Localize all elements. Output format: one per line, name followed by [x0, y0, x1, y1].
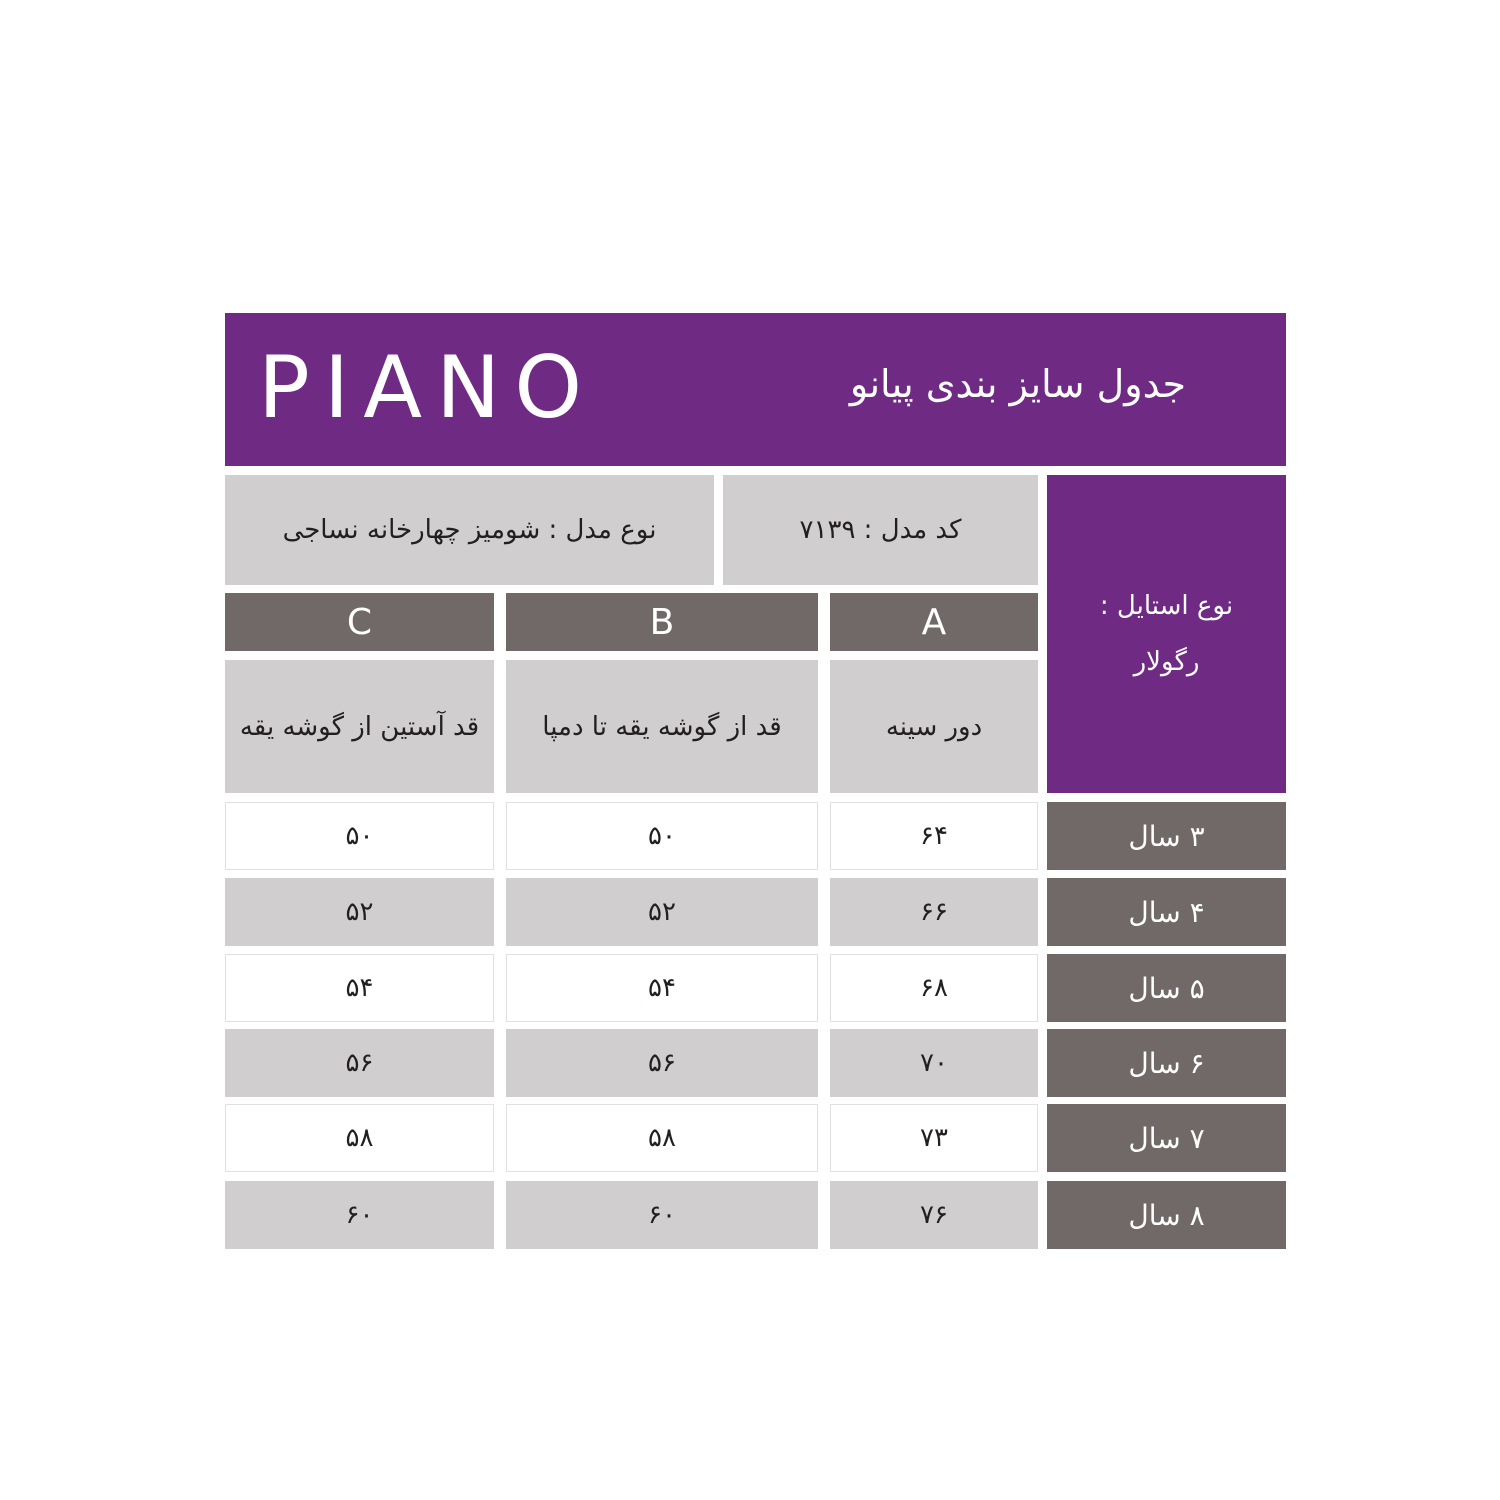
age-cell: ۶ سال: [1047, 1029, 1286, 1097]
age-cell: ۴ سال: [1047, 878, 1286, 946]
cell-c: ۶۰: [225, 1181, 494, 1249]
cell-a: ۷۰: [830, 1029, 1038, 1097]
model-code: کد مدل : ۷۱۳۹: [723, 475, 1038, 585]
column-header-a: A: [830, 593, 1038, 651]
column-desc-c: قد آستین از گوشه یقه: [225, 660, 494, 793]
age-cell: ۵ سال: [1047, 954, 1286, 1022]
cell-b: ۵۶: [506, 1029, 818, 1097]
cell-b: ۵۰: [506, 802, 818, 870]
column-header-c: C: [225, 593, 494, 651]
cell-b: ۵۲: [506, 878, 818, 946]
model-type: نوع مدل : شومیز چهارخانه نساجی: [225, 475, 714, 585]
piano-logo: PIANO: [258, 338, 597, 438]
cell-c: ۵۲: [225, 878, 494, 946]
page-title: جدول سایز بندی پیانو: [849, 362, 1186, 406]
cell-c: ۵۴: [225, 954, 494, 1022]
style-label: نوع استایل :: [1099, 591, 1234, 621]
style-value: رگولار: [1133, 647, 1200, 677]
cell-a: ۶۸: [830, 954, 1038, 1022]
cell-b: ۵۸: [506, 1104, 818, 1172]
cell-b: ۵۴: [506, 954, 818, 1022]
cell-c: ۵۸: [225, 1104, 494, 1172]
cell-c: ۵۶: [225, 1029, 494, 1097]
cell-a: ۷۶: [830, 1181, 1038, 1249]
age-cell: ۳ سال: [1047, 802, 1286, 870]
column-desc-b: قد از گوشه یقه تا دمپا: [506, 660, 818, 793]
style-cell: نوع استایل : رگولار: [1047, 475, 1286, 793]
age-cell: ۷ سال: [1047, 1104, 1286, 1172]
header-banner: [225, 313, 1286, 466]
column-header-b: B: [506, 593, 818, 651]
cell-a: ۷۳: [830, 1104, 1038, 1172]
column-desc-a: دور سینه: [830, 660, 1038, 793]
cell-a: ۶۶: [830, 878, 1038, 946]
age-cell: ۸ سال: [1047, 1181, 1286, 1249]
cell-b: ۶۰: [506, 1181, 818, 1249]
cell-a: ۶۴: [830, 802, 1038, 870]
cell-c: ۵۰: [225, 802, 494, 870]
